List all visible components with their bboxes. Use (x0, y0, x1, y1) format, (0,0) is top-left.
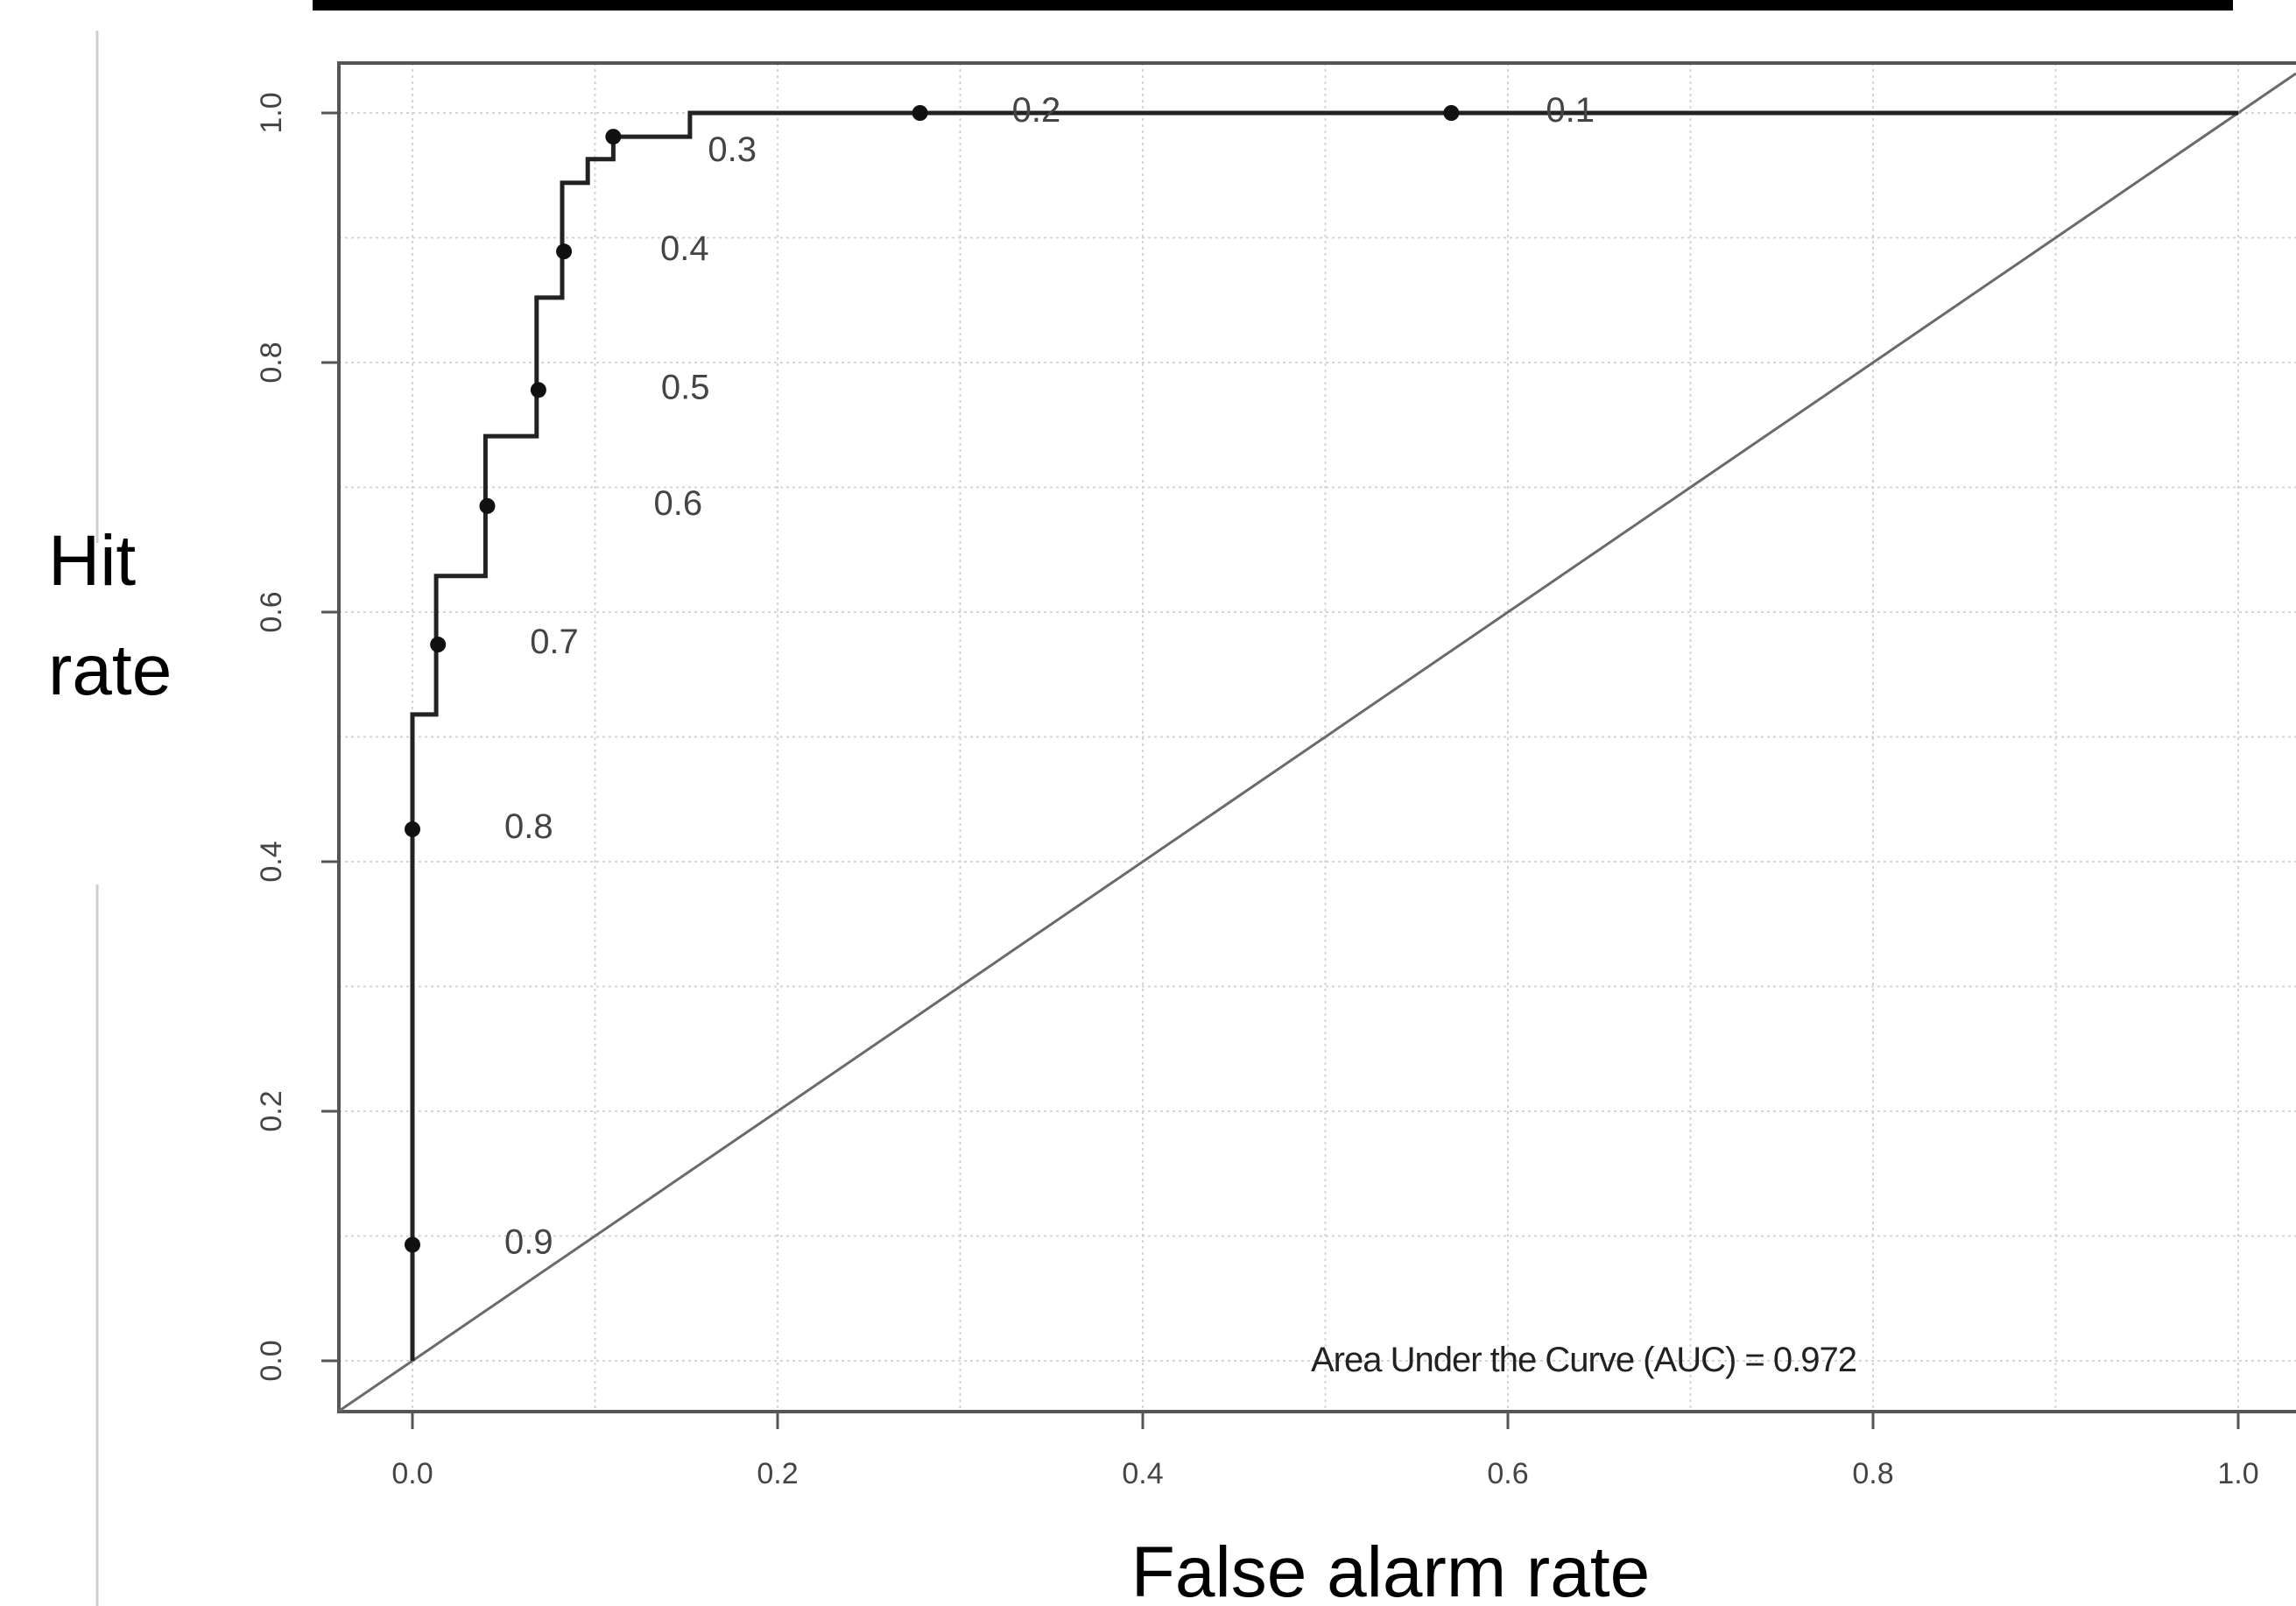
threshold-points: 0.9 0.8 0.7 0.6 0.5 0.4 0.3 0.2 0.1 (405, 91, 1595, 1261)
x-tick-label: 1.0 (2217, 1457, 2258, 1490)
threshold-point (605, 129, 622, 145)
threshold-label: 0.7 (530, 623, 579, 661)
top-bar (313, 0, 2233, 11)
x-tick-label: 0.6 (1487, 1457, 1528, 1490)
roc-curve-group (410, 110, 2238, 1361)
y-tick-label: 0.0 (255, 1340, 288, 1381)
threshold-label: 0.2 (1012, 91, 1061, 130)
y-tick-label: 0.2 (255, 1090, 288, 1131)
auc-annotation: Area Under the Curve (AUC) = 0.972 (1311, 1341, 1856, 1379)
y-tick-label: 0.8 (255, 342, 288, 383)
threshold-point (430, 637, 447, 653)
plot-frame (337, 61, 2296, 1413)
y-axis-title-line1: Hit (48, 521, 136, 601)
x-tick-label: 0.2 (757, 1457, 798, 1490)
threshold-label: 0.8 (504, 807, 553, 846)
x-axis-title: False alarm rate (1131, 1532, 1650, 1606)
threshold-label: 0.4 (660, 229, 709, 268)
roc-curve-line (410, 110, 2238, 1361)
threshold-label: 0.5 (661, 368, 710, 406)
threshold-label: 0.3 (708, 130, 757, 169)
threshold-point (1443, 105, 1460, 121)
threshold-point (479, 497, 496, 514)
threshold-label: 0.1 (1546, 91, 1595, 130)
x-tick-label: 0.4 (1122, 1457, 1163, 1490)
x-tick-label: 0.0 (391, 1457, 433, 1490)
x-tick-label: 0.8 (1852, 1457, 1893, 1490)
y-tick-label: 1.0 (255, 92, 288, 133)
axis-ticks: 0.0 0.2 0.4 0.6 0.8 1.0 0.0 0.2 0.4 0.6 0.8 1.0 (255, 92, 2259, 1490)
y-tick-label: 0.4 (255, 841, 288, 882)
threshold-point (556, 243, 573, 260)
threshold-point (405, 1236, 420, 1253)
threshold-point (405, 821, 420, 837)
plot-border (337, 61, 2296, 1413)
reference-diagonal-line (338, 72, 2296, 1412)
threshold-label: 0.9 (504, 1222, 553, 1261)
y-axis-title-line2: rate (48, 630, 172, 710)
threshold-label: 0.6 (653, 484, 702, 523)
threshold-point (912, 105, 928, 121)
threshold-point (530, 382, 546, 398)
y-tick-label: 0.6 (255, 591, 288, 632)
reference-line-group (338, 72, 2296, 1412)
